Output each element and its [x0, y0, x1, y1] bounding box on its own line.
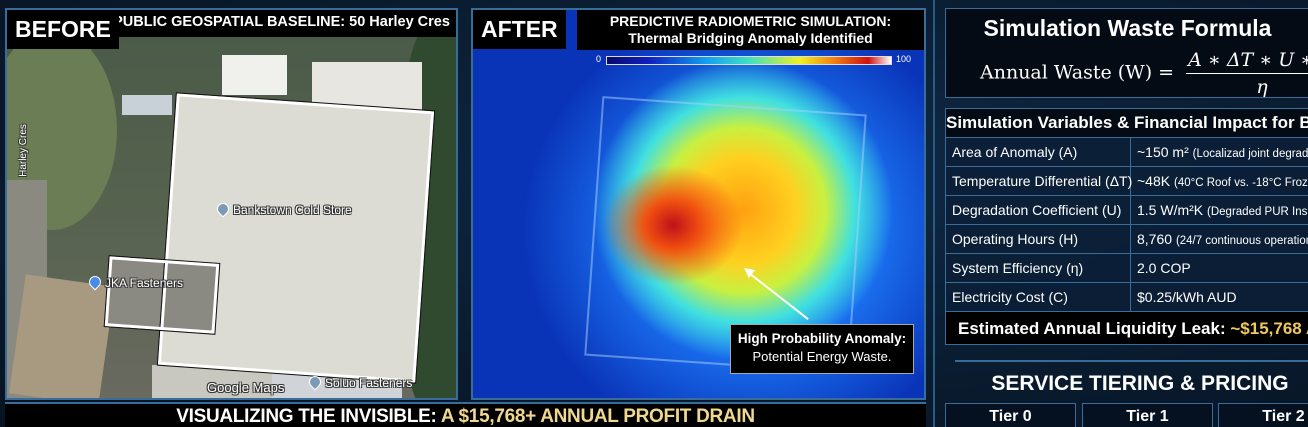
satellite-image	[7, 10, 456, 398]
table-row: Degradation Coefficient (U) 1.5 W/m²K (D…	[946, 195, 1308, 224]
service-tiering-title: SERVICE TIERING & PRICING	[991, 372, 1289, 395]
variables-title: Simulation Variables & Financial Impact …	[946, 109, 1308, 137]
tier-0-card[interactable]: Tier 0	[945, 403, 1076, 427]
map-pin-bankstown[interactable]: Bankstown Cold Store	[214, 200, 352, 218]
map-pin-icon	[214, 200, 232, 218]
after-tag: AFTER	[473, 10, 566, 49]
before-tag: BEFORE	[7, 10, 119, 49]
table-row: Operating Hours (H) 8,760 (24/7 continuo…	[946, 224, 1308, 253]
profit-drain-banner: VISUALIZING THE INVISIBLE: A $15,768+ AN…	[5, 402, 926, 427]
before-title: PUBLIC GEOSPATIAL BASELINE: 50 Harley Cr…	[107, 10, 456, 37]
anomaly-callout: High Probability Anomaly: Potential Ener…	[730, 324, 914, 374]
liquidity-leak-total: Estimated Annual Liquidity Leak: ~$15,76…	[946, 311, 1308, 344]
table-row: Electricity Cost (C) $0.25/kWh AUD	[946, 282, 1308, 311]
formula-title: Simulation Waste Formula	[983, 15, 1272, 41]
after-thermal-panel: AFTER PREDICTIVE RADIOMETRIC SIMULATION:…	[471, 8, 926, 400]
colorbar-max: 100	[896, 54, 912, 64]
variables-table: Simulation Variables & Financial Impact …	[945, 108, 1308, 345]
map-pin-jka[interactable]: JKA Fasteners	[86, 273, 183, 291]
tier-1-card[interactable]: Tier 1	[1082, 403, 1213, 427]
thermal-colorbar	[606, 56, 892, 65]
property-boundary-small	[103, 255, 221, 335]
formula-box: Simulation Waste Formula Annual Waste (W…	[945, 8, 1308, 98]
colorbar-min: 0	[596, 54, 602, 64]
after-title: PREDICTIVE RADIOMETRIC SIMULATION: Therm…	[577, 10, 924, 50]
property-boundary-main	[156, 92, 436, 384]
google-maps-watermark: Google Maps	[207, 380, 285, 395]
street-label: Harley Cres	[17, 124, 29, 177]
map-pin-soluo[interactable]: Soluo Fasteners	[306, 373, 412, 391]
table-row: System Efficiency (η) 2.0 COP	[946, 253, 1308, 282]
table-row: Area of Anomaly (A) ~150 m² (Localizad j…	[946, 137, 1308, 166]
section-divider	[955, 360, 1308, 362]
shop-pin-icon	[86, 273, 104, 291]
waste-formula: Annual Waste (W) = A ∗ ΔT ∗ U ∗ H η C	[980, 49, 1308, 98]
tier-2-card[interactable]: Tier 2	[1218, 403, 1308, 427]
column-divider	[933, 0, 935, 427]
map-pin-icon	[306, 373, 324, 391]
before-satellite-panel: BEFORE PUBLIC GEOSPATIAL BASELINE: 50 Ha…	[5, 8, 458, 400]
table-row: Temperature Differential (ΔT) ~48K (40°C…	[946, 166, 1308, 195]
